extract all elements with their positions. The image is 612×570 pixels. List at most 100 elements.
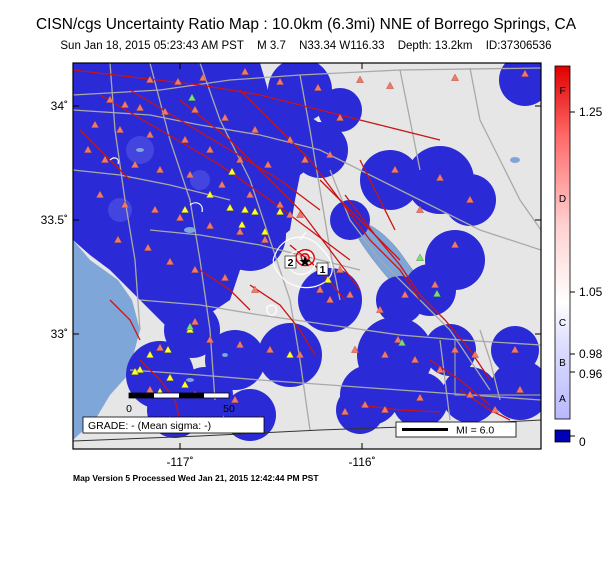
station-triangle-icon (246, 190, 254, 198)
station-triangle-icon (106, 95, 114, 103)
station-triangle-icon (181, 205, 189, 213)
station-triangle-icon (228, 167, 236, 175)
station-triangle-icon (146, 130, 154, 138)
station-triangle-icon (136, 103, 144, 111)
station-triangle-icon (466, 390, 474, 398)
station-triangle-icon (296, 210, 304, 218)
station-triangle-icon (416, 253, 424, 261)
station-triangle-icon (236, 227, 244, 235)
station-triangle-icon (416, 393, 424, 401)
station-triangle-icon (326, 295, 334, 303)
station-triangle-icon (146, 75, 154, 83)
grade-label-c: C (559, 318, 566, 329)
station-triangle-icon (466, 195, 474, 203)
station-triangle-icon (101, 155, 109, 163)
station-triangle-icon (186, 322, 194, 330)
mi-legend-box (395, 421, 517, 438)
colorbar-value-0-98: 0.98 (579, 347, 603, 361)
station-triangle-icon (174, 77, 182, 85)
station-triangle-icon (436, 173, 444, 181)
station-triangle-icon (164, 345, 172, 353)
station-triangle-icon (226, 203, 234, 211)
station-triangle-icon (301, 155, 309, 163)
station-triangle-icon (186, 170, 194, 178)
station-triangle-icon (176, 213, 184, 221)
station-triangle-icon (96, 190, 104, 198)
scale-end: 50 (223, 403, 235, 415)
station-triangle-icon (286, 135, 294, 143)
station-triangle-icon (91, 120, 99, 128)
station-triangle-icon (346, 290, 354, 298)
lat-label-33-5: 33.5˚ (41, 213, 68, 227)
station-triangle-icon (361, 400, 369, 408)
station-triangle-icon (296, 350, 304, 358)
station-triangle-icon (511, 345, 519, 353)
station-triangle-icon (191, 265, 199, 273)
station-triangle-icon (491, 405, 499, 413)
map-area: 2 1 0 50 GRADE: - (Mean sigma: -) MI = 6… (73, 63, 541, 449)
colorbar-value-0: 0 (579, 435, 586, 449)
station-triangle-icon (261, 235, 269, 243)
station-triangle-icon (241, 205, 249, 213)
station-triangle-icon (146, 350, 154, 358)
longitude-axis: -117˚ -116˚ (166, 63, 376, 469)
station-triangle-icon (238, 220, 246, 228)
roads (73, 63, 541, 431)
station-triangle-icon (401, 290, 409, 298)
station-triangle-icon (451, 345, 459, 353)
station-triangle-icon (236, 155, 244, 163)
station-triangle-icon (433, 289, 441, 297)
station-triangle-icon (121, 200, 129, 208)
map-frame (72, 62, 542, 450)
station-triangle-icon (236, 340, 244, 348)
station-triangle-icon (191, 105, 199, 113)
latitude-axis: 34˚ 33.5˚ 33˚ (41, 99, 541, 341)
station-triangle-icon (381, 405, 389, 413)
stations-yellow (131, 167, 332, 395)
station-triangle-icon (206, 190, 214, 198)
station-triangle-icon (516, 385, 524, 393)
scale-bar: 0 50 (126, 392, 235, 415)
colorbar-value-1-05: 1.05 (579, 285, 603, 299)
station-triangle-icon (314, 83, 322, 91)
station-triangle-icon (161, 107, 169, 115)
station-triangle-icon (264, 160, 272, 168)
station-triangle-icon (356, 75, 364, 83)
station-triangle-icon (206, 221, 214, 229)
station-triangle-icon (221, 113, 229, 121)
map-title: CISN/cgs Uncertainty Ratio Map : 10.0km … (35, 16, 577, 33)
contour-labels: 2 1 (284, 255, 329, 276)
colorbar-value-0-96: 0.96 (579, 367, 603, 381)
event-datetime: Sun Jan 18, 2015 05:23:43 AM PST (60, 40, 244, 52)
event-info: Sun Jan 18, 2015 05:23:43 AM PST M 3.7 N… (0, 40, 612, 52)
station-triangle-icon (276, 77, 284, 85)
station-triangle-icon (398, 338, 406, 346)
faults (73, 69, 511, 421)
mi-legend-text: MI = 6.0 (456, 425, 494, 437)
map-version-footer: Map Version 5 Processed Wed Jan 21, 2015… (73, 473, 319, 483)
station-triangle-icon (336, 113, 344, 121)
colorbar-gradient (554, 65, 571, 420)
colorbar: F D C B A 1.25 1.05 0.98 0.96 0 (554, 65, 603, 449)
station-triangle-icon (188, 93, 196, 101)
station-triangle-icon (324, 275, 332, 283)
station-triangle-icon (191, 317, 199, 325)
mexico-land (73, 410, 541, 449)
station-triangle-icon (144, 243, 152, 251)
station-triangle-icon (241, 67, 249, 75)
station-triangle-icon (218, 180, 226, 188)
small-lakes (136, 148, 520, 382)
event-magnitude: M 3.7 (257, 40, 286, 52)
station-triangle-icon (116, 125, 124, 133)
station-triangle-icon (199, 73, 207, 81)
grade-text: GRADE: - (Mean sigma: -) (88, 420, 211, 432)
stations-salmon (84, 67, 529, 423)
station-triangle-icon (251, 207, 259, 215)
event-location: N33.34 W116.33 (299, 40, 385, 52)
station-triangle-icon (411, 355, 419, 363)
station-triangle-icon (266, 345, 274, 353)
station-triangle-icon (156, 343, 164, 351)
station-triangle-icon (451, 240, 459, 248)
grade-label-a: A (559, 394, 566, 405)
epicenter-star-icon (299, 256, 311, 267)
